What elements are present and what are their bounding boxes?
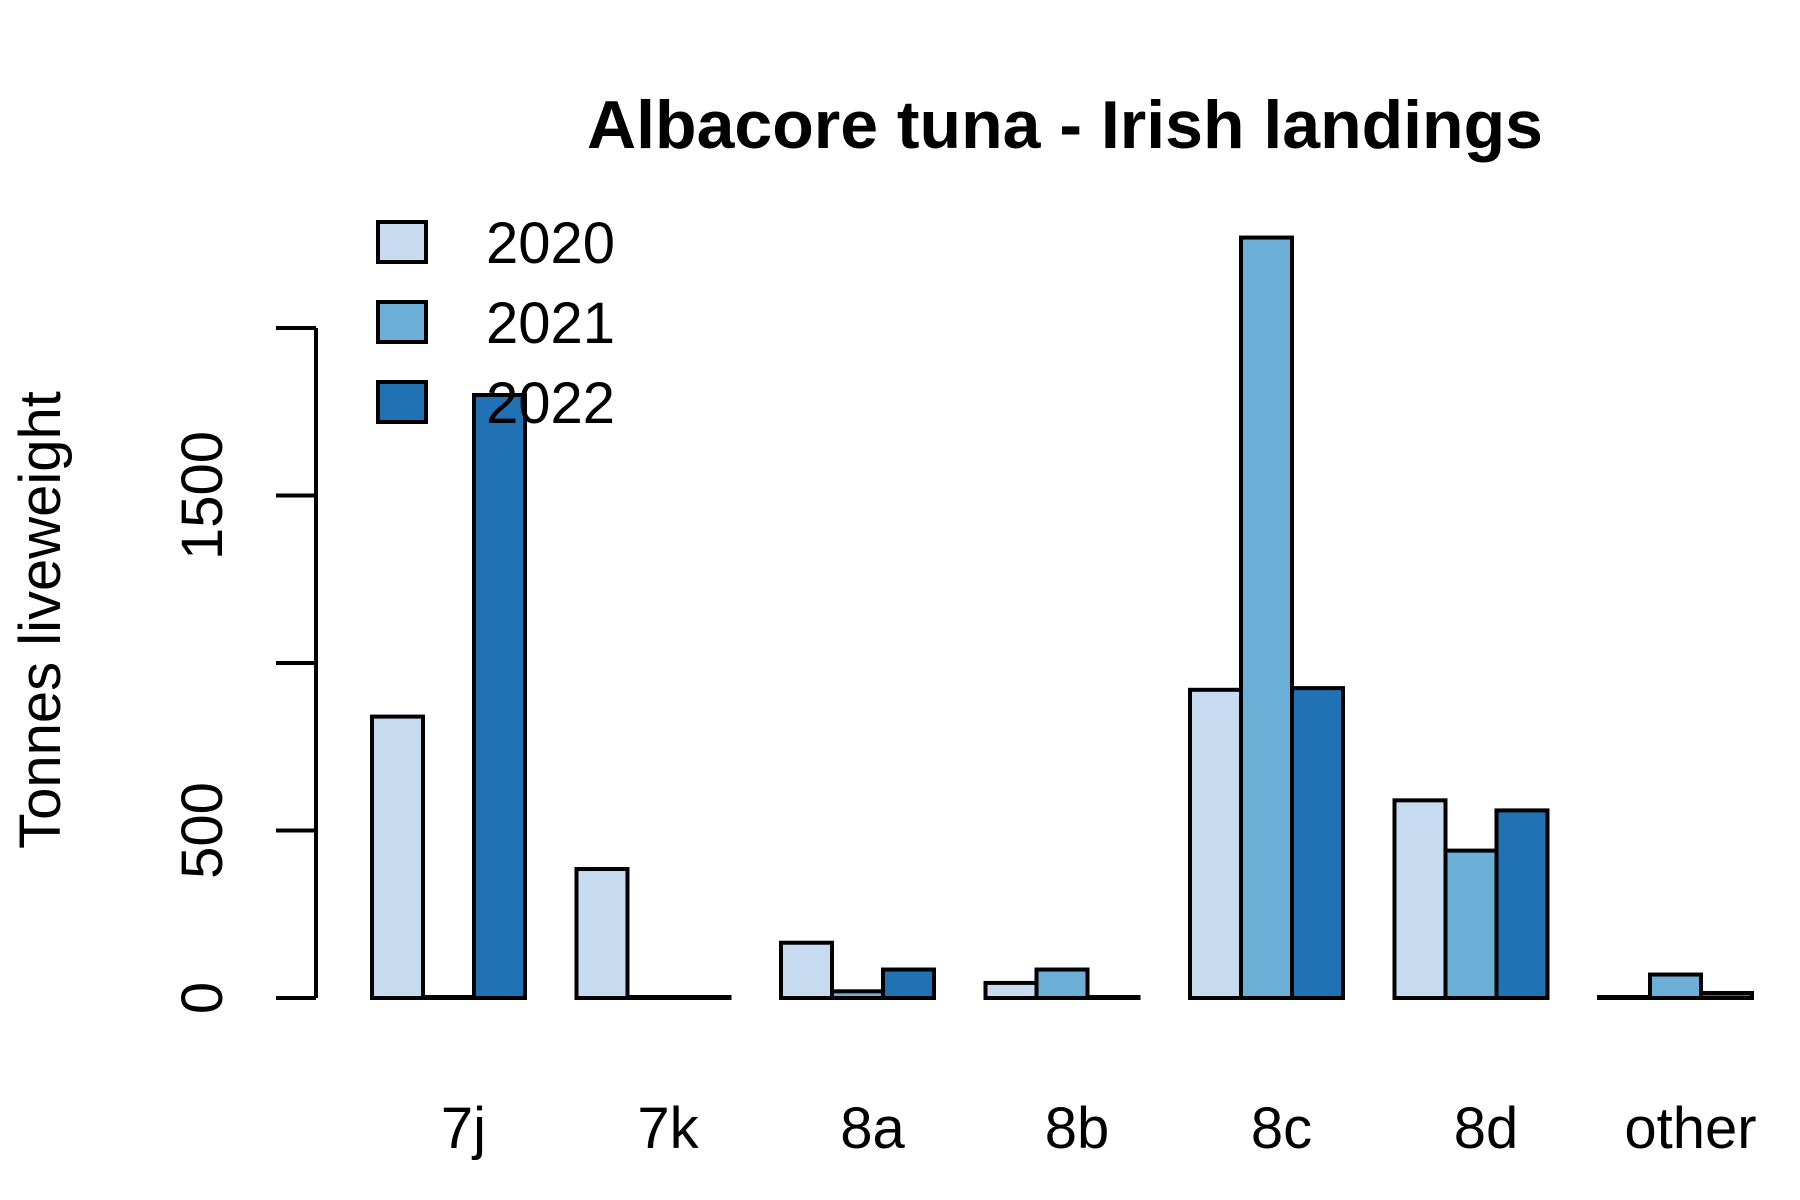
bar: [574, 867, 630, 1001]
x-axis-tick-label: 8a: [840, 1096, 905, 1161]
bar: [676, 995, 732, 1000]
bar: [625, 995, 681, 1000]
bar: [1239, 235, 1294, 1001]
bar: [1392, 798, 1448, 1000]
x-axis-tick-labels: 7j 7k 8a 8b 8c 8d other: [441, 1096, 1757, 1161]
y-axis-label: Tonnes liveweight: [8, 391, 73, 849]
legend-label: 2021: [486, 291, 615, 356]
x-axis-tick-label: other: [1624, 1096, 1756, 1161]
legend-swatch: [376, 300, 428, 344]
bar: [1443, 848, 1499, 1000]
bar: [1188, 687, 1243, 1000]
bars: [370, 235, 1754, 1001]
bar: [370, 714, 425, 1000]
legend-swatch: [376, 220, 428, 264]
y-axis-tick-label: 1500: [170, 431, 235, 560]
bar: [1085, 995, 1141, 1000]
y-axis-tick-label: 0: [170, 982, 235, 1014]
bar: [1494, 808, 1550, 1001]
bar: [1699, 990, 1754, 1000]
bar: [881, 967, 936, 1001]
y-axis: 0 500 1500: [170, 326, 318, 1014]
bar: [1597, 995, 1652, 1000]
bar: [472, 393, 527, 1000]
x-axis-tick-label: 7k: [637, 1096, 699, 1161]
bar: [983, 980, 1039, 1000]
y-axis-tick-label: 500: [170, 782, 235, 879]
x-axis-tick-label: 8b: [1045, 1096, 1110, 1161]
bar: [1290, 686, 1345, 1000]
legend: 2020 2021 2022: [376, 211, 615, 436]
bar: [830, 989, 885, 1000]
legend-swatch: [376, 380, 428, 424]
bar: [1034, 967, 1090, 1001]
x-axis-tick-label: 7j: [441, 1096, 486, 1161]
bar: [1648, 972, 1703, 1000]
x-axis-tick-label: 8d: [1454, 1096, 1519, 1161]
legend-label: 2020: [486, 211, 615, 276]
x-axis-tick-label: 8c: [1251, 1096, 1312, 1161]
bar: [779, 940, 834, 1000]
chart-title: Albacore tuna - Irish landings: [587, 87, 1543, 163]
bar: [421, 994, 476, 1000]
legend-label: 2022: [486, 371, 615, 436]
